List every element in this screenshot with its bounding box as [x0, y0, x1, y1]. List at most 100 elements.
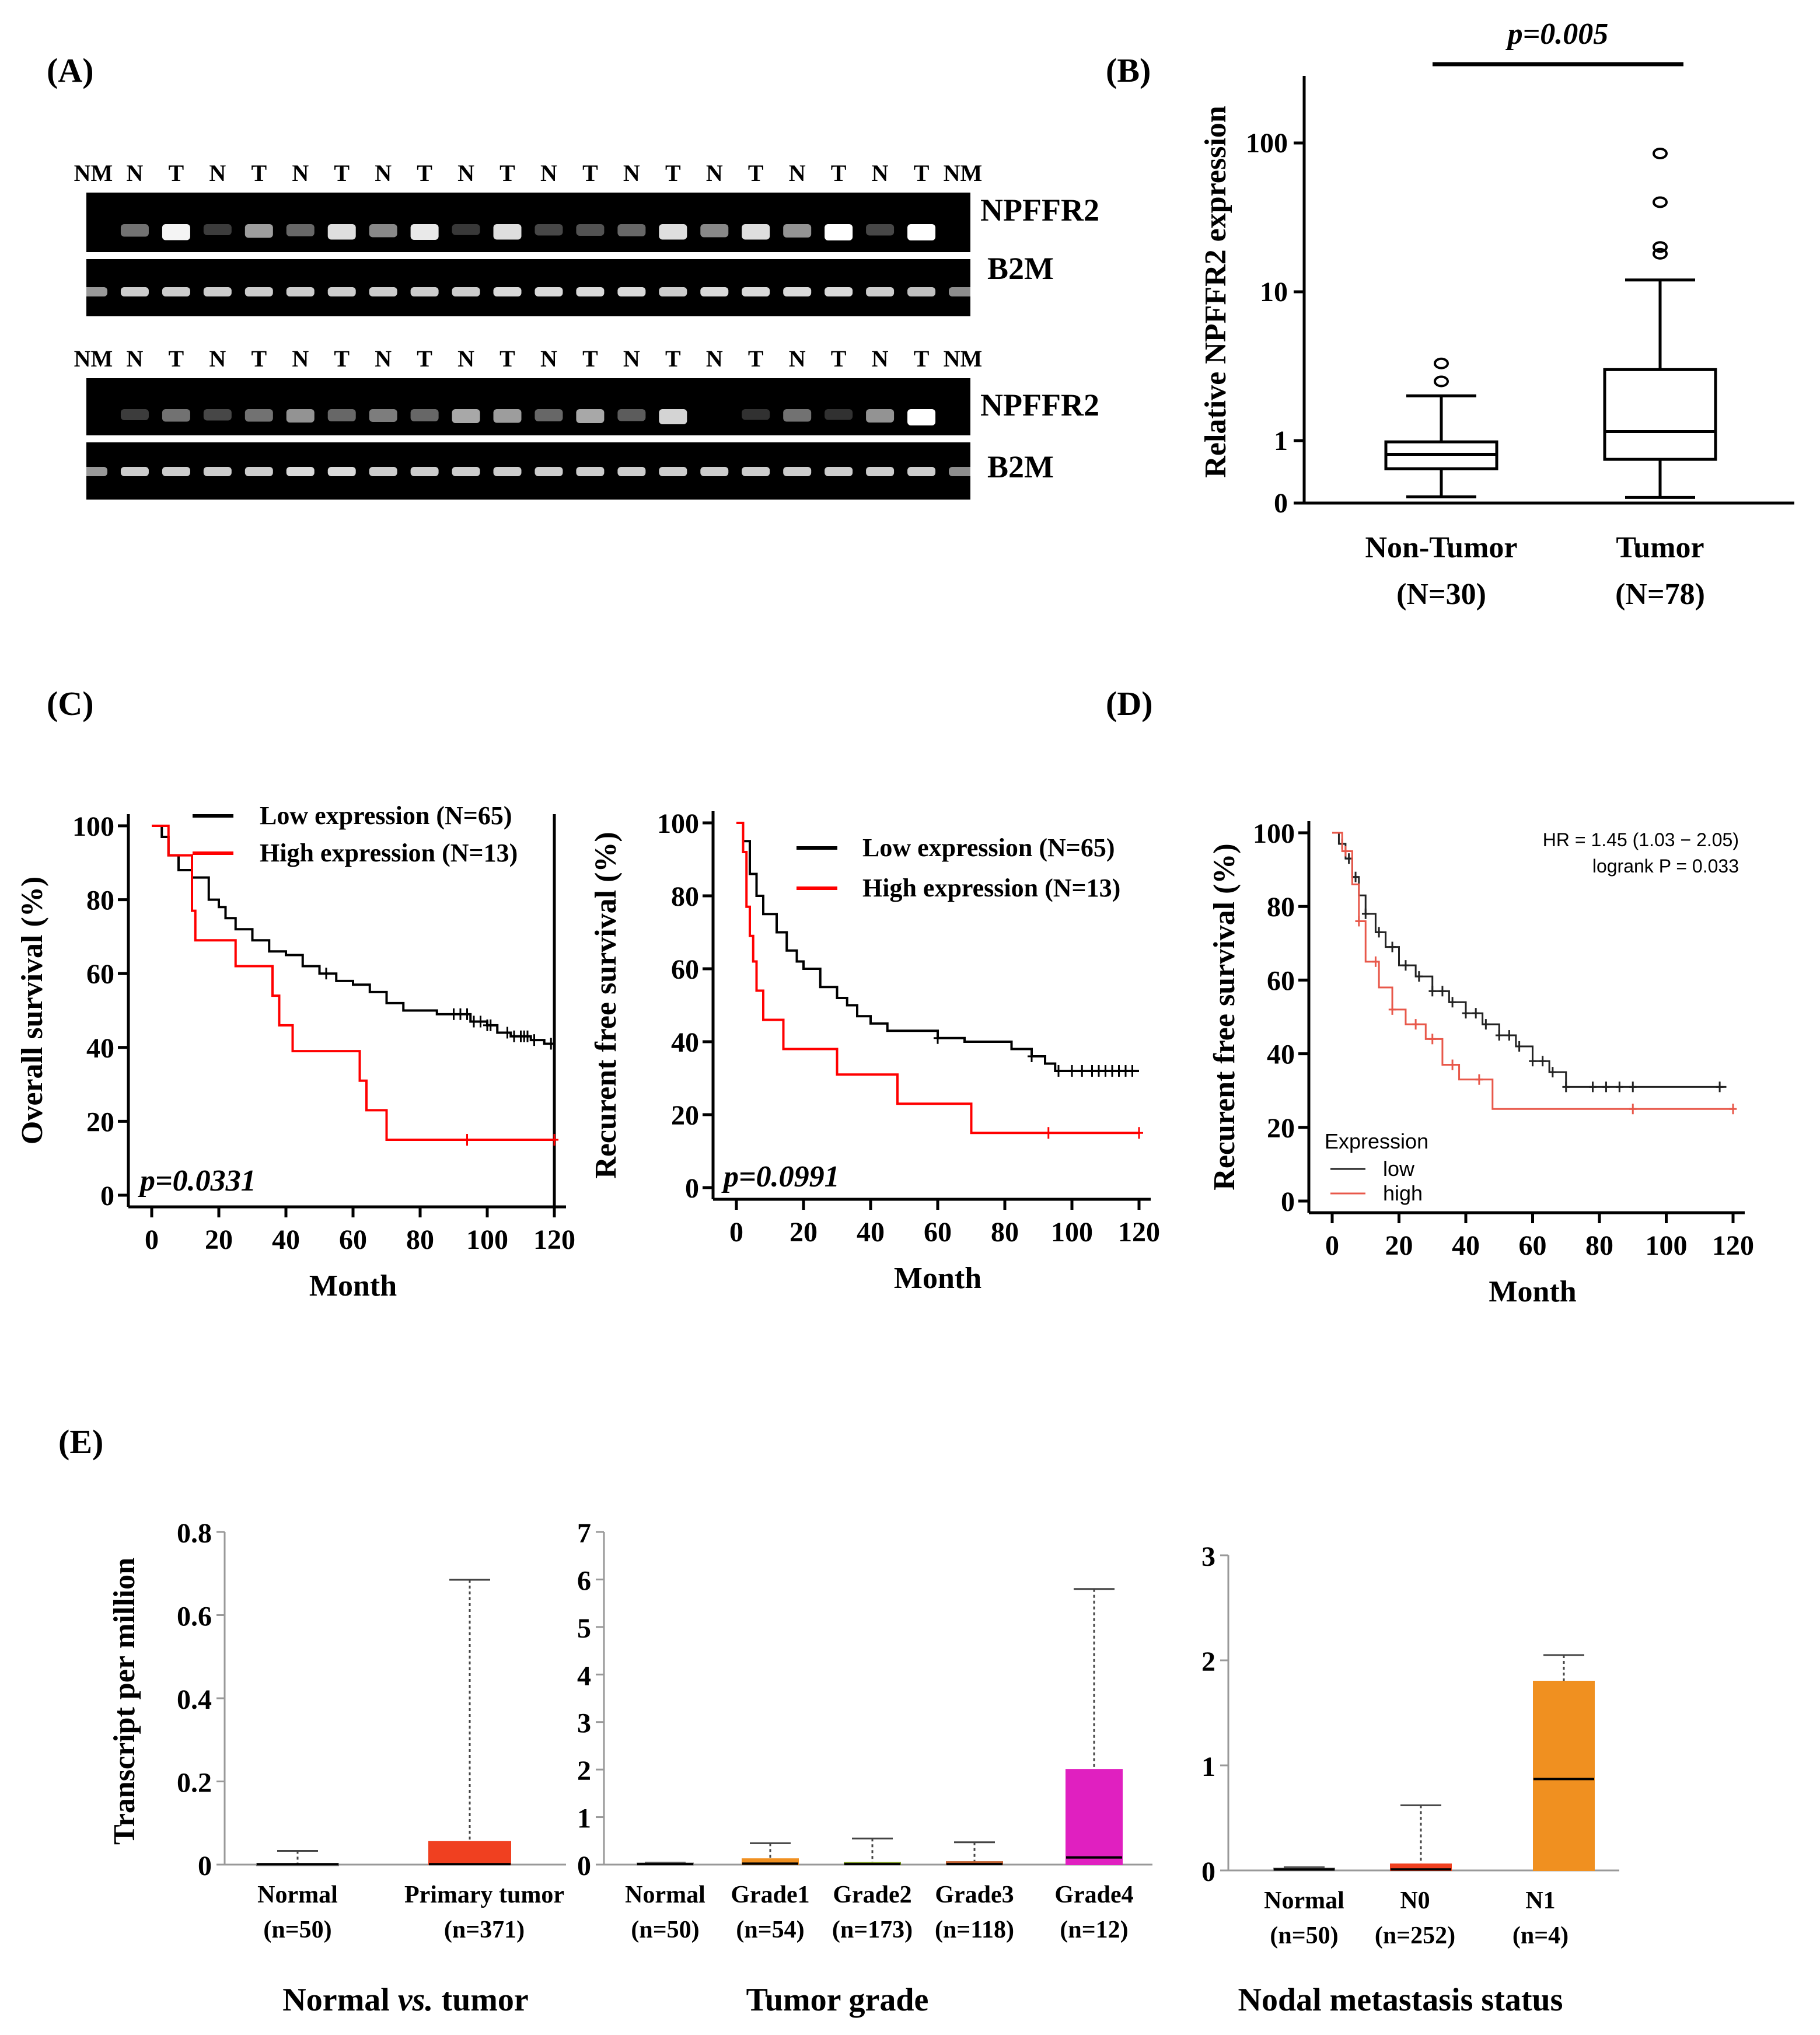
panel-label-e: (E) — [58, 1423, 103, 1461]
gel-band-npffr2 — [617, 409, 646, 421]
gel-lane-label: T — [169, 160, 184, 186]
x-tick-label: 20 — [1385, 1230, 1413, 1261]
x-tick-label: 0 — [145, 1224, 159, 1255]
gel-lane-label: N — [209, 160, 226, 186]
group-title-italic: vs. — [398, 1982, 434, 2018]
category-count: (n=12) — [1060, 1917, 1128, 1943]
y-tick-label: 20 — [671, 1100, 699, 1131]
x-tick-label: 120 — [533, 1224, 575, 1255]
y-tick-label: 100 — [1253, 818, 1295, 849]
category-count: (n=4) — [1512, 1922, 1569, 1949]
gel-label-b2m-2: B2M — [987, 449, 1054, 484]
gel-lane-label: NM — [944, 160, 983, 186]
gel-lane-label: T — [582, 345, 598, 372]
gel-band-npffr2 — [617, 224, 646, 236]
y-tick-label: 0 — [100, 1181, 114, 1212]
gel-band-b2m — [535, 467, 563, 476]
gel-band-b2m — [286, 287, 315, 296]
gel-lane-label: N — [872, 160, 889, 186]
gel-lane-labels-1: NM N T N T N T N T N T N T N T N T N T N T NM — [74, 160, 983, 186]
gel-bands — [79, 224, 977, 476]
gel-band-npffr2 — [535, 409, 563, 421]
gel-lane-label: N — [375, 160, 392, 186]
gel-band-b2m — [949, 287, 977, 296]
gel-band-npffr2 — [452, 224, 480, 235]
y-tick-label: 80 — [671, 881, 699, 912]
gel-lane-label: T — [251, 345, 267, 372]
gel-band-b2m — [410, 287, 439, 296]
gel-label-npffr2-2: NPFFR2 — [980, 388, 1099, 423]
gel-band-b2m — [907, 287, 936, 296]
gel-band-npffr2 — [493, 409, 522, 423]
y-tick-label: 0 — [1281, 1186, 1295, 1217]
y-tick-label: 0 — [1201, 1856, 1215, 1887]
x-axis-title: Month — [309, 1269, 397, 1303]
gel-band-b2m — [576, 467, 605, 476]
group-title-part: tumor — [433, 1982, 528, 2018]
category-count: (N=78) — [1615, 578, 1705, 611]
y-tick-label: 60 — [1267, 965, 1295, 996]
gel-band-b2m — [369, 467, 397, 476]
gel-band-npffr2 — [493, 224, 522, 240]
x-tick-label: 80 — [406, 1224, 434, 1255]
x-tick-label: 60 — [924, 1217, 952, 1248]
box-outlier — [1653, 241, 1668, 253]
gel-lane-label: T — [499, 160, 515, 186]
group-title-nodal-status: Nodal metastasis status — [1238, 1982, 1563, 2018]
gel-band-npffr2 — [866, 224, 895, 236]
y-axis-title: Recurent free survival (%) — [589, 832, 623, 1178]
x-tick-label: 100 — [1051, 1217, 1093, 1248]
gel-band-b2m — [742, 287, 770, 296]
gel-band-b2m — [493, 467, 522, 476]
category-count: (n=118) — [935, 1917, 1014, 1943]
gel-lane-label: N — [789, 345, 806, 372]
x-tick-label: 20 — [790, 1217, 818, 1248]
x-tick-label: 80 — [991, 1217, 1019, 1248]
chart-c-overall-survival: 0 20 40 60 80 100 0 20 40 60 80 100 120 Month Overall … — [16, 801, 575, 1303]
gel-band-b2m — [244, 467, 273, 476]
box-outlier — [1434, 375, 1449, 388]
y-tick-label: 100 — [72, 811, 114, 842]
gel-lane-label: N — [623, 345, 640, 372]
legend-title: Expression — [1325, 1129, 1428, 1153]
km-curve-high — [152, 825, 554, 1142]
gel-band-b2m — [327, 467, 356, 476]
y-tick-label: 3 — [1201, 1541, 1215, 1572]
gel-band-b2m — [576, 287, 605, 296]
gel-lane-label: T — [914, 345, 930, 372]
gel-band-npffr2 — [286, 409, 315, 423]
gel-band-npffr2 — [659, 224, 687, 240]
y-tick-label: 0.8 — [177, 1518, 212, 1549]
gel-band-npffr2 — [369, 224, 397, 238]
gel-band-npffr2 — [742, 224, 770, 240]
category-label: Grade3 — [935, 1882, 1014, 1908]
gel-band-b2m — [79, 467, 107, 476]
gel-lane-label: T — [334, 160, 350, 186]
gel-band-b2m — [452, 467, 480, 476]
gel-band-b2m-2 — [86, 442, 970, 500]
x-tick-label: 80 — [1585, 1230, 1613, 1261]
gel-band-npffr2 — [783, 409, 812, 422]
y-tick-label: 5 — [577, 1613, 591, 1644]
y-axis-title: Overall survival (%) — [16, 877, 49, 1144]
category-label: Grade1 — [731, 1882, 809, 1908]
x-tick-label: 100 — [466, 1224, 508, 1255]
gel-band-b2m — [120, 467, 149, 476]
y-tick-label: 80 — [86, 885, 114, 916]
y-tick-label: 0.2 — [177, 1768, 212, 1799]
gel-band-b2m — [535, 287, 563, 296]
y-tick-label: 20 — [86, 1106, 114, 1137]
y-axis-title: Relative NPFFR2 expression — [1199, 106, 1232, 477]
category-label: Grade2 — [833, 1882, 911, 1908]
category-label: Normal — [1264, 1887, 1344, 1914]
y-tick-label: 2 — [577, 1755, 591, 1786]
gel-band-b2m — [162, 287, 190, 296]
group-title-tumor-grade: Tumor grade — [746, 1982, 929, 2018]
gel-band-npffr2 — [203, 409, 232, 421]
gel-lane-label: NM — [74, 160, 113, 186]
category-count: (n=173) — [832, 1917, 913, 1943]
y-tick-label: 7 — [577, 1518, 591, 1549]
gel-lane-label: N — [457, 160, 474, 186]
gel-band-b2m — [286, 467, 315, 476]
